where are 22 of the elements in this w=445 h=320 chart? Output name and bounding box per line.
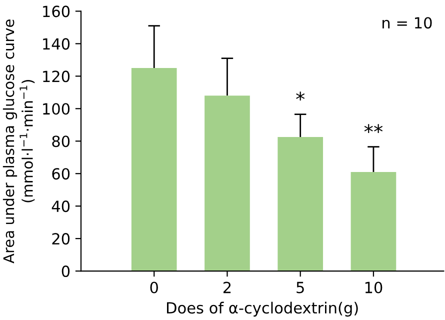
y-tick-label: 20: [52, 233, 70, 245]
y-tick-label: 120: [43, 70, 70, 82]
y-tick-label: 100: [43, 103, 70, 115]
bar: [278, 137, 324, 272]
x-axis-title: Does of α-cyclodextrin(g): [167, 302, 358, 317]
annotation: **: [364, 124, 383, 134]
bar: [131, 68, 177, 272]
x-tick-label: 5: [296, 282, 304, 294]
y-tick-label: 140: [43, 38, 70, 50]
y-tick-label: 80: [52, 136, 70, 148]
x-tick-label: 0: [150, 282, 158, 294]
y-tick-label: 60: [52, 168, 70, 180]
x-tick-label: 2: [223, 282, 231, 294]
y-tick-label: 160: [43, 6, 70, 18]
bar: [350, 172, 396, 272]
annotation: n = 10: [382, 17, 432, 29]
bar: [204, 96, 250, 272]
y-axis-title: Area under plasma glucose curve (mmol·l$^{−1}$·min$^{−1}$): [2, 20, 35, 264]
y-tick-label: 0: [62, 266, 70, 278]
annotation: *: [296, 92, 305, 101]
y-tick-label: 40: [52, 200, 70, 212]
x-tick-label: 10: [365, 282, 382, 294]
